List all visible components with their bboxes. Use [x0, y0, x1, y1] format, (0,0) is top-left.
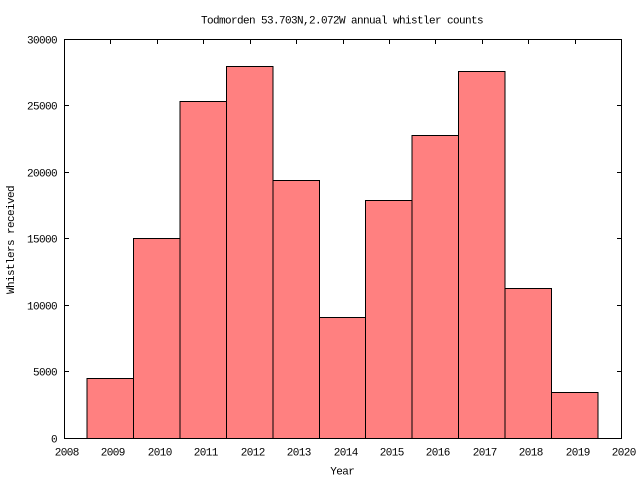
svg-text:2014: 2014	[334, 448, 359, 460]
svg-text:2012: 2012	[241, 448, 265, 460]
svg-text:2016: 2016	[426, 448, 450, 460]
svg-text:2010: 2010	[148, 448, 172, 460]
svg-text:25000: 25000	[27, 102, 57, 114]
svg-text:2020: 2020	[612, 448, 636, 460]
svg-text:15000: 15000	[27, 235, 57, 247]
svg-text:Todmorden 53.703N,2.072W annua: Todmorden 53.703N,2.072W annual whistler…	[201, 15, 483, 27]
svg-text:2013: 2013	[287, 448, 311, 460]
svg-text:2011: 2011	[194, 448, 219, 460]
svg-text:2015: 2015	[380, 448, 404, 460]
svg-text:2019: 2019	[566, 448, 590, 460]
svg-text:Whistlers received: Whistlers received	[6, 186, 18, 294]
svg-text:0: 0	[51, 435, 57, 447]
svg-text:2018: 2018	[519, 448, 543, 460]
svg-text:2008: 2008	[55, 448, 79, 460]
svg-text:5000: 5000	[33, 368, 57, 380]
svg-text:30000: 30000	[27, 36, 57, 48]
svg-text:2017: 2017	[473, 448, 497, 460]
svg-text:10000: 10000	[27, 302, 57, 314]
svg-text:Year: Year	[330, 467, 354, 479]
svg-text:20000: 20000	[27, 169, 57, 181]
svg-text:2009: 2009	[101, 448, 125, 460]
